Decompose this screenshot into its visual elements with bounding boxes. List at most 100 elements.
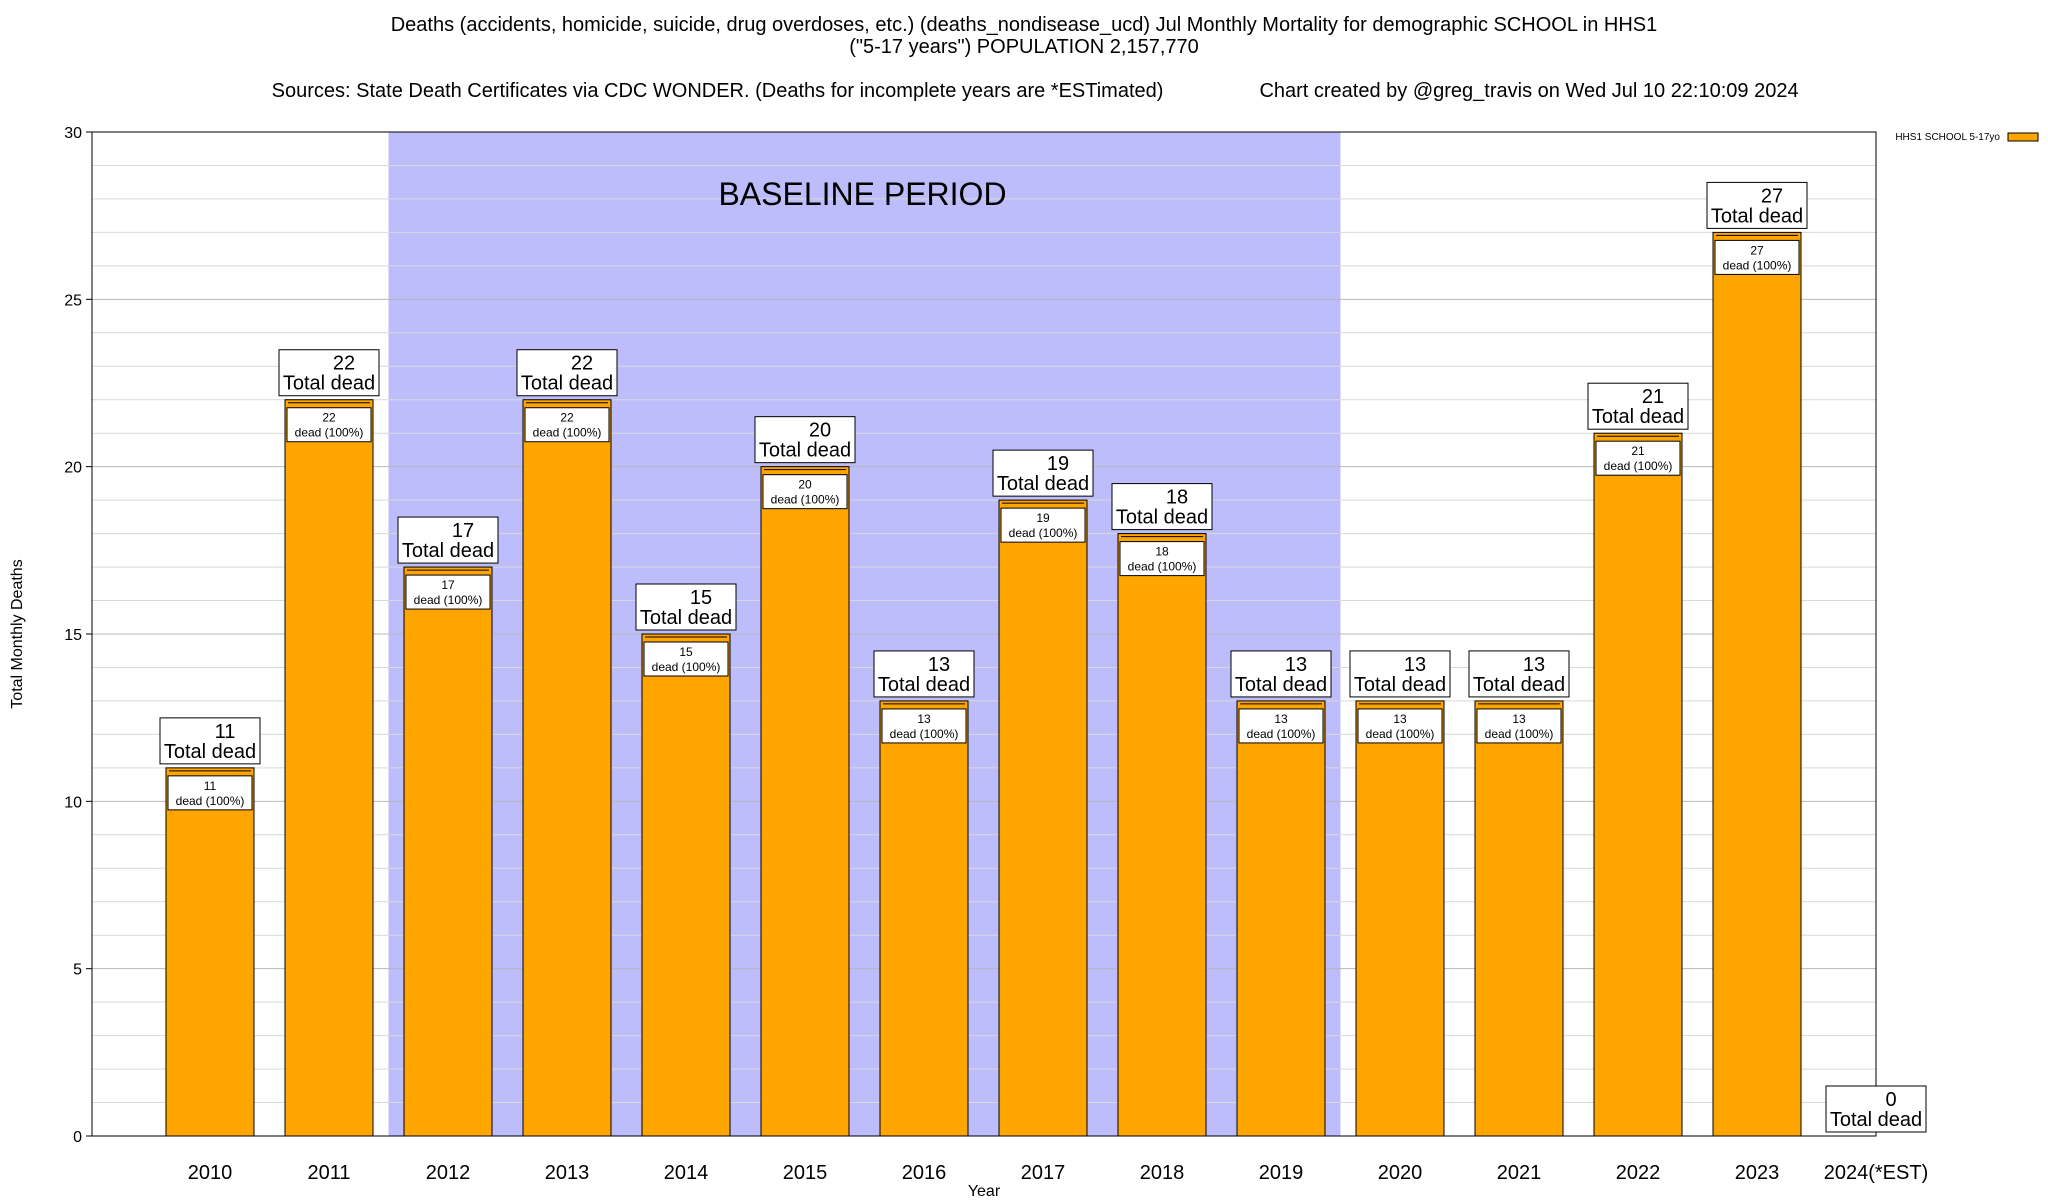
inner-label-box (643, 641, 729, 677)
inner-label-box (405, 574, 491, 610)
inner-value-label: 17 (441, 578, 455, 592)
x-tick-label: 2022 (1616, 1162, 1661, 1184)
bar-2017 (998, 499, 1088, 1137)
chart-title-line-1: Deaths (accidents, homicide, suicide, dr… (390, 14, 1658, 36)
total-value-label: 20 (809, 420, 831, 442)
chart-sources-line: Sources: State Death Certificates via CD… (0, 58, 2048, 124)
x-tick-label: 2021 (1497, 1162, 1542, 1184)
inner-percent-label: dead (100%) (771, 493, 840, 507)
total-dead-label: Total dead (283, 373, 375, 395)
total-value-label: 19 (1047, 453, 1069, 475)
inner-percent-label: dead (100%) (1485, 727, 1554, 741)
inner-value-label: 15 (679, 645, 693, 659)
inner-percent-label: dead (100%) (533, 426, 602, 440)
inner-percent-label: dead (100%) (890, 727, 959, 741)
x-tick-label: 2012 (426, 1162, 471, 1184)
total-dead-label: Total dead (997, 473, 1089, 495)
inner-value-label: 21 (1631, 444, 1645, 458)
bar-2011 (284, 399, 374, 1137)
total-value-label: 22 (571, 353, 593, 375)
inner-label-box (1000, 507, 1086, 543)
total-label-box (516, 349, 618, 397)
total-label-box (1825, 1085, 1927, 1133)
total-value-label: 13 (1523, 654, 1545, 676)
total-value-label: 0 (1885, 1089, 1896, 1111)
total-dead-label: Total dead (1235, 674, 1327, 696)
y-tick-label: 20 (64, 460, 82, 477)
y-tick-label: 15 (64, 627, 82, 644)
chart-sources: Sources: State Death Certificates via CD… (271, 80, 1164, 102)
inner-value-label: 13 (917, 712, 931, 726)
total-label-box (992, 449, 1094, 497)
total-label-box (635, 583, 737, 631)
legend-swatch (2007, 132, 2039, 142)
inner-percent-label: dead (100%) (1247, 727, 1316, 741)
total-value-label: 22 (333, 353, 355, 375)
inner-label-box (1238, 708, 1324, 744)
y-tick-label: 30 (64, 125, 82, 142)
x-tick-label: 2023 (1735, 1162, 1780, 1184)
y-tick-label: 0 (73, 1129, 82, 1146)
inner-label-box (1714, 239, 1800, 275)
x-tick-label: 2017 (1021, 1162, 1066, 1184)
total-dead-label: Total dead (1473, 674, 1565, 696)
x-tick-label: 2011 (307, 1162, 350, 1184)
total-label-box (159, 717, 261, 765)
x-tick-label: 2019 (1259, 1162, 1304, 1184)
total-dead-label: Total dead (1116, 507, 1208, 529)
chart-title-line-2: ("5-17 years") POPULATION 2,157,770 (849, 36, 1199, 58)
total-value-label: 18 (1166, 487, 1188, 509)
total-label-box (1349, 650, 1451, 698)
inner-percent-label: dead (100%) (176, 794, 245, 808)
bar-2014 (641, 633, 731, 1137)
inner-value-label: 22 (560, 411, 574, 425)
total-value-label: 21 (1642, 386, 1664, 408)
total-dead-label: Total dead (164, 741, 256, 763)
total-dead-label: Total dead (1830, 1109, 1922, 1131)
inner-label-box (762, 474, 848, 510)
inner-percent-label: dead (100%) (652, 660, 721, 674)
y-tick-label: 5 (73, 962, 82, 979)
bar-2012 (403, 566, 493, 1137)
x-tick-label: 2024(*EST) (1824, 1162, 1929, 1184)
total-label-box (1111, 483, 1213, 531)
x-axis-title: Year (968, 1183, 1001, 1200)
total-dead-label: Total dead (640, 607, 732, 629)
y-tick-label: 10 (64, 794, 82, 811)
inner-value-label: 22 (322, 411, 336, 425)
bar-2021 (1474, 700, 1564, 1137)
inner-percent-label: dead (100%) (1128, 560, 1197, 574)
inner-percent-label: dead (100%) (1723, 258, 1792, 272)
total-label-box (397, 516, 499, 564)
bar-2010 (165, 767, 255, 1137)
total-label-box (873, 650, 975, 698)
bar-2015 (760, 466, 850, 1137)
total-label-box (1468, 650, 1570, 698)
total-dead-label: Total dead (759, 440, 851, 462)
total-value-label: 17 (452, 520, 474, 542)
bar-2023 (1712, 231, 1802, 1137)
inner-value-label: 18 (1155, 545, 1169, 559)
total-dead-label: Total dead (1592, 406, 1684, 428)
total-value-label: 27 (1761, 185, 1783, 207)
total-value-label: 13 (1285, 654, 1307, 676)
inner-label-box (524, 407, 610, 443)
inner-percent-label: dead (100%) (414, 593, 483, 607)
total-dead-label: Total dead (1354, 674, 1446, 696)
inner-label-box (1119, 541, 1205, 577)
total-dead-label: Total dead (878, 674, 970, 696)
x-tick-label: 2010 (188, 1162, 233, 1184)
inner-percent-label: dead (100%) (1366, 727, 1435, 741)
inner-value-label: 27 (1750, 243, 1764, 257)
inner-label-box (881, 708, 967, 744)
total-label-box (1587, 382, 1689, 430)
y-axis-title: Total Monthly Deaths (9, 559, 26, 708)
inner-label-box (1476, 708, 1562, 744)
total-value-label: 15 (690, 587, 712, 609)
inner-value-label: 11 (204, 779, 217, 793)
total-value-label: 13 (928, 654, 950, 676)
inner-percent-label: dead (100%) (1009, 526, 1078, 540)
baseline-period-label: BASELINE PERIOD (718, 176, 1006, 212)
bar-2018 (1117, 533, 1207, 1137)
chart-header: Deaths (accidents, homicide, suicide, dr… (0, 14, 2048, 124)
